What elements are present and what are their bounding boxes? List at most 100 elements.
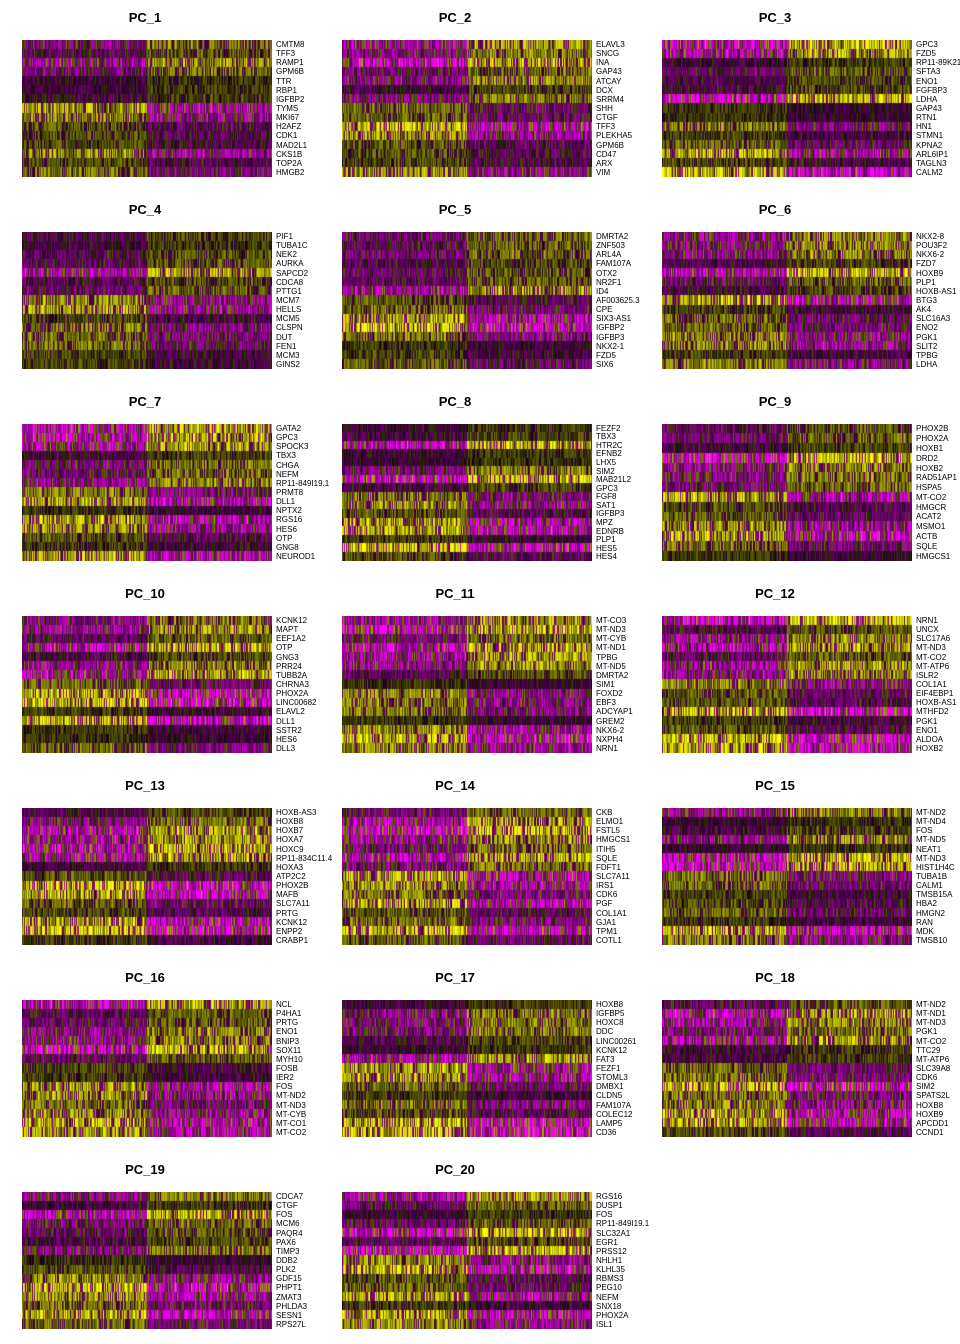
gene-label: SAT1 [596,500,616,510]
gene-label: PAX6 [276,1237,296,1247]
gene-label: PHOX2A [596,1310,629,1320]
gene-label: CDK1 [276,131,298,141]
gene-label: PHOX2B [916,424,949,434]
panel-title: PC_19 [125,1162,165,1177]
gene-label: MKI67 [276,113,300,123]
gene-label: HOXB1 [916,443,944,453]
heatmap-cells [342,40,592,177]
gene-label: LDHA [916,94,938,104]
heatmap-cells [342,1192,592,1329]
gene-label: KCNK12 [276,917,308,927]
gene-label: HOXB8 [916,1100,944,1110]
gene-label: TFF3 [596,122,616,132]
gene-label: MT-ND3 [916,1018,946,1028]
gene-label: MPZ [596,517,613,527]
gene-label: MDK [916,926,934,936]
gene-label: MT-ND3 [916,853,946,863]
gene-label: KCNK12 [596,1045,628,1055]
gene-label: SQLE [596,853,618,863]
gene-label: PRR24 [276,661,302,671]
panel-title: PC_18 [755,970,795,985]
gene-label: FSTL5 [596,826,621,836]
gene-label: LINC00682 [276,698,317,708]
gene-label: CDCA7 [276,1192,304,1202]
gene-label: IER2 [276,1073,294,1083]
gene-label: MAFB [276,890,299,900]
gene-label: ITIH5 [596,844,616,854]
gene-label: NEAT1 [916,844,942,854]
gene-label: SLC39A8 [916,1064,951,1073]
gene-label: CLDN5 [596,1091,623,1101]
gene-label: PGF [596,899,613,909]
gene-label: SIM2 [916,1082,935,1092]
gene-label: TUBA1C [276,241,308,251]
gene-label: ARL6IP1 [916,149,949,159]
heatmap-cells [22,1192,272,1329]
gene-label: BTG3 [916,296,937,305]
gene-label: SNCG [596,49,620,59]
gene-label: POU3F2 [916,241,948,251]
heatmap-panel: PC_13 HOXB-AS3 HOXB8 HOXB7 HOXA7 HOXC9 RP11-83… [0,768,332,948]
gene-label: PRTG [276,908,299,918]
gene-label: IGFBP2 [596,323,625,333]
gene-label: MT-CO2 [916,492,947,502]
gene-label: GNG3 [276,652,299,662]
heatmap-cells [662,424,912,561]
gene-label: PHOX2A [916,434,949,444]
gene-label: NKX2-8 [916,232,945,242]
gene-label: FAM107A [596,259,632,269]
panel-title: PC_7 [128,394,162,409]
gene-label: PRMT8 [276,488,304,497]
heatmap-cells [342,424,592,561]
heatmap-cells [662,808,912,945]
panel-title: PC_10 [125,586,165,601]
gene-labels: CDCA7 CTGF FOS MCM6 PAQR4 PAX6 TIMP3 DDB2 PLK2 GD… [276,1192,386,1329]
gene-label: GINS2 [276,359,301,369]
heatmap-panel: PC_15 MT-ND2 MT-ND4 FOS MT-ND5 NEAT1 MT-ND3 HIS… [640,768,955,948]
gene-label: PTTG1 [276,286,302,296]
gene-label: TPBG [596,652,618,662]
gene-label: PLP1 [596,535,616,545]
gene-label: GNG8 [276,542,299,552]
gene-label: FZD7 [916,259,936,269]
gene-label: CDCA8 [276,277,304,287]
gene-label: EBF3 [596,698,617,708]
gene-label: RAMP1 [276,58,304,68]
gene-label: PAQR4 [276,1228,303,1238]
gene-label: MT-ND2 [916,808,946,818]
gene-label: DLL1 [276,497,296,507]
gene-label: FOS [596,1210,613,1220]
gene-label: MT-ND3 [596,625,626,635]
gene-label: HOXB2 [916,743,944,753]
gene-label: HOXB8 [596,1000,624,1010]
gene-label: ENO1 [916,725,938,735]
heatmap-panel: PC_20 RGS16 DUSP1 FOS RP11-849I19.1 SLC32A1 EG… [320,1152,649,1332]
gene-label: TTR [276,76,292,86]
gene-label: SHH [596,104,613,113]
gene-label: LDHA [916,359,938,369]
gene-label: NCL [276,1000,293,1010]
gene-label: ZMAT3 [276,1292,302,1302]
gene-label: MT-ATP6 [916,1054,950,1064]
heatmap-panel: PC_12 NRN1 UNCX SLC17A6 MT-ND3 MT-CO2 MT-ATP6 I… [640,576,956,756]
gene-label: MAD2L1 [276,140,308,150]
heatmap-cells [22,1000,272,1137]
gene-label: H2AFZ [276,122,302,132]
gene-label: STOML3 [596,1073,628,1083]
gene-label: IGFBP5 [596,1009,625,1019]
gene-label: ALDOA [916,734,944,744]
gene-label: HES4 [596,552,617,562]
gene-label: MCM5 [276,314,300,324]
gene-labels: GATA2 GPC3 SPOCK3 TBX3 CHGA NEFM RP11-849I19.1… [276,424,386,561]
gene-label: ID4 [596,286,609,296]
gene-label: TMSB10 [916,935,948,945]
heatmap-cells [342,1000,592,1137]
gene-label: PLK2 [276,1265,296,1275]
gene-label: RBMS3 [596,1274,624,1284]
gene-label: FDFT1 [596,862,621,872]
gene-label: FAM107A [596,1100,632,1110]
gene-label: HOXC8 [596,1018,624,1028]
panel-title: PC_8 [438,394,472,409]
gene-label: PHPT1 [276,1283,302,1293]
gene-label: ADCYAP1 [596,707,633,717]
